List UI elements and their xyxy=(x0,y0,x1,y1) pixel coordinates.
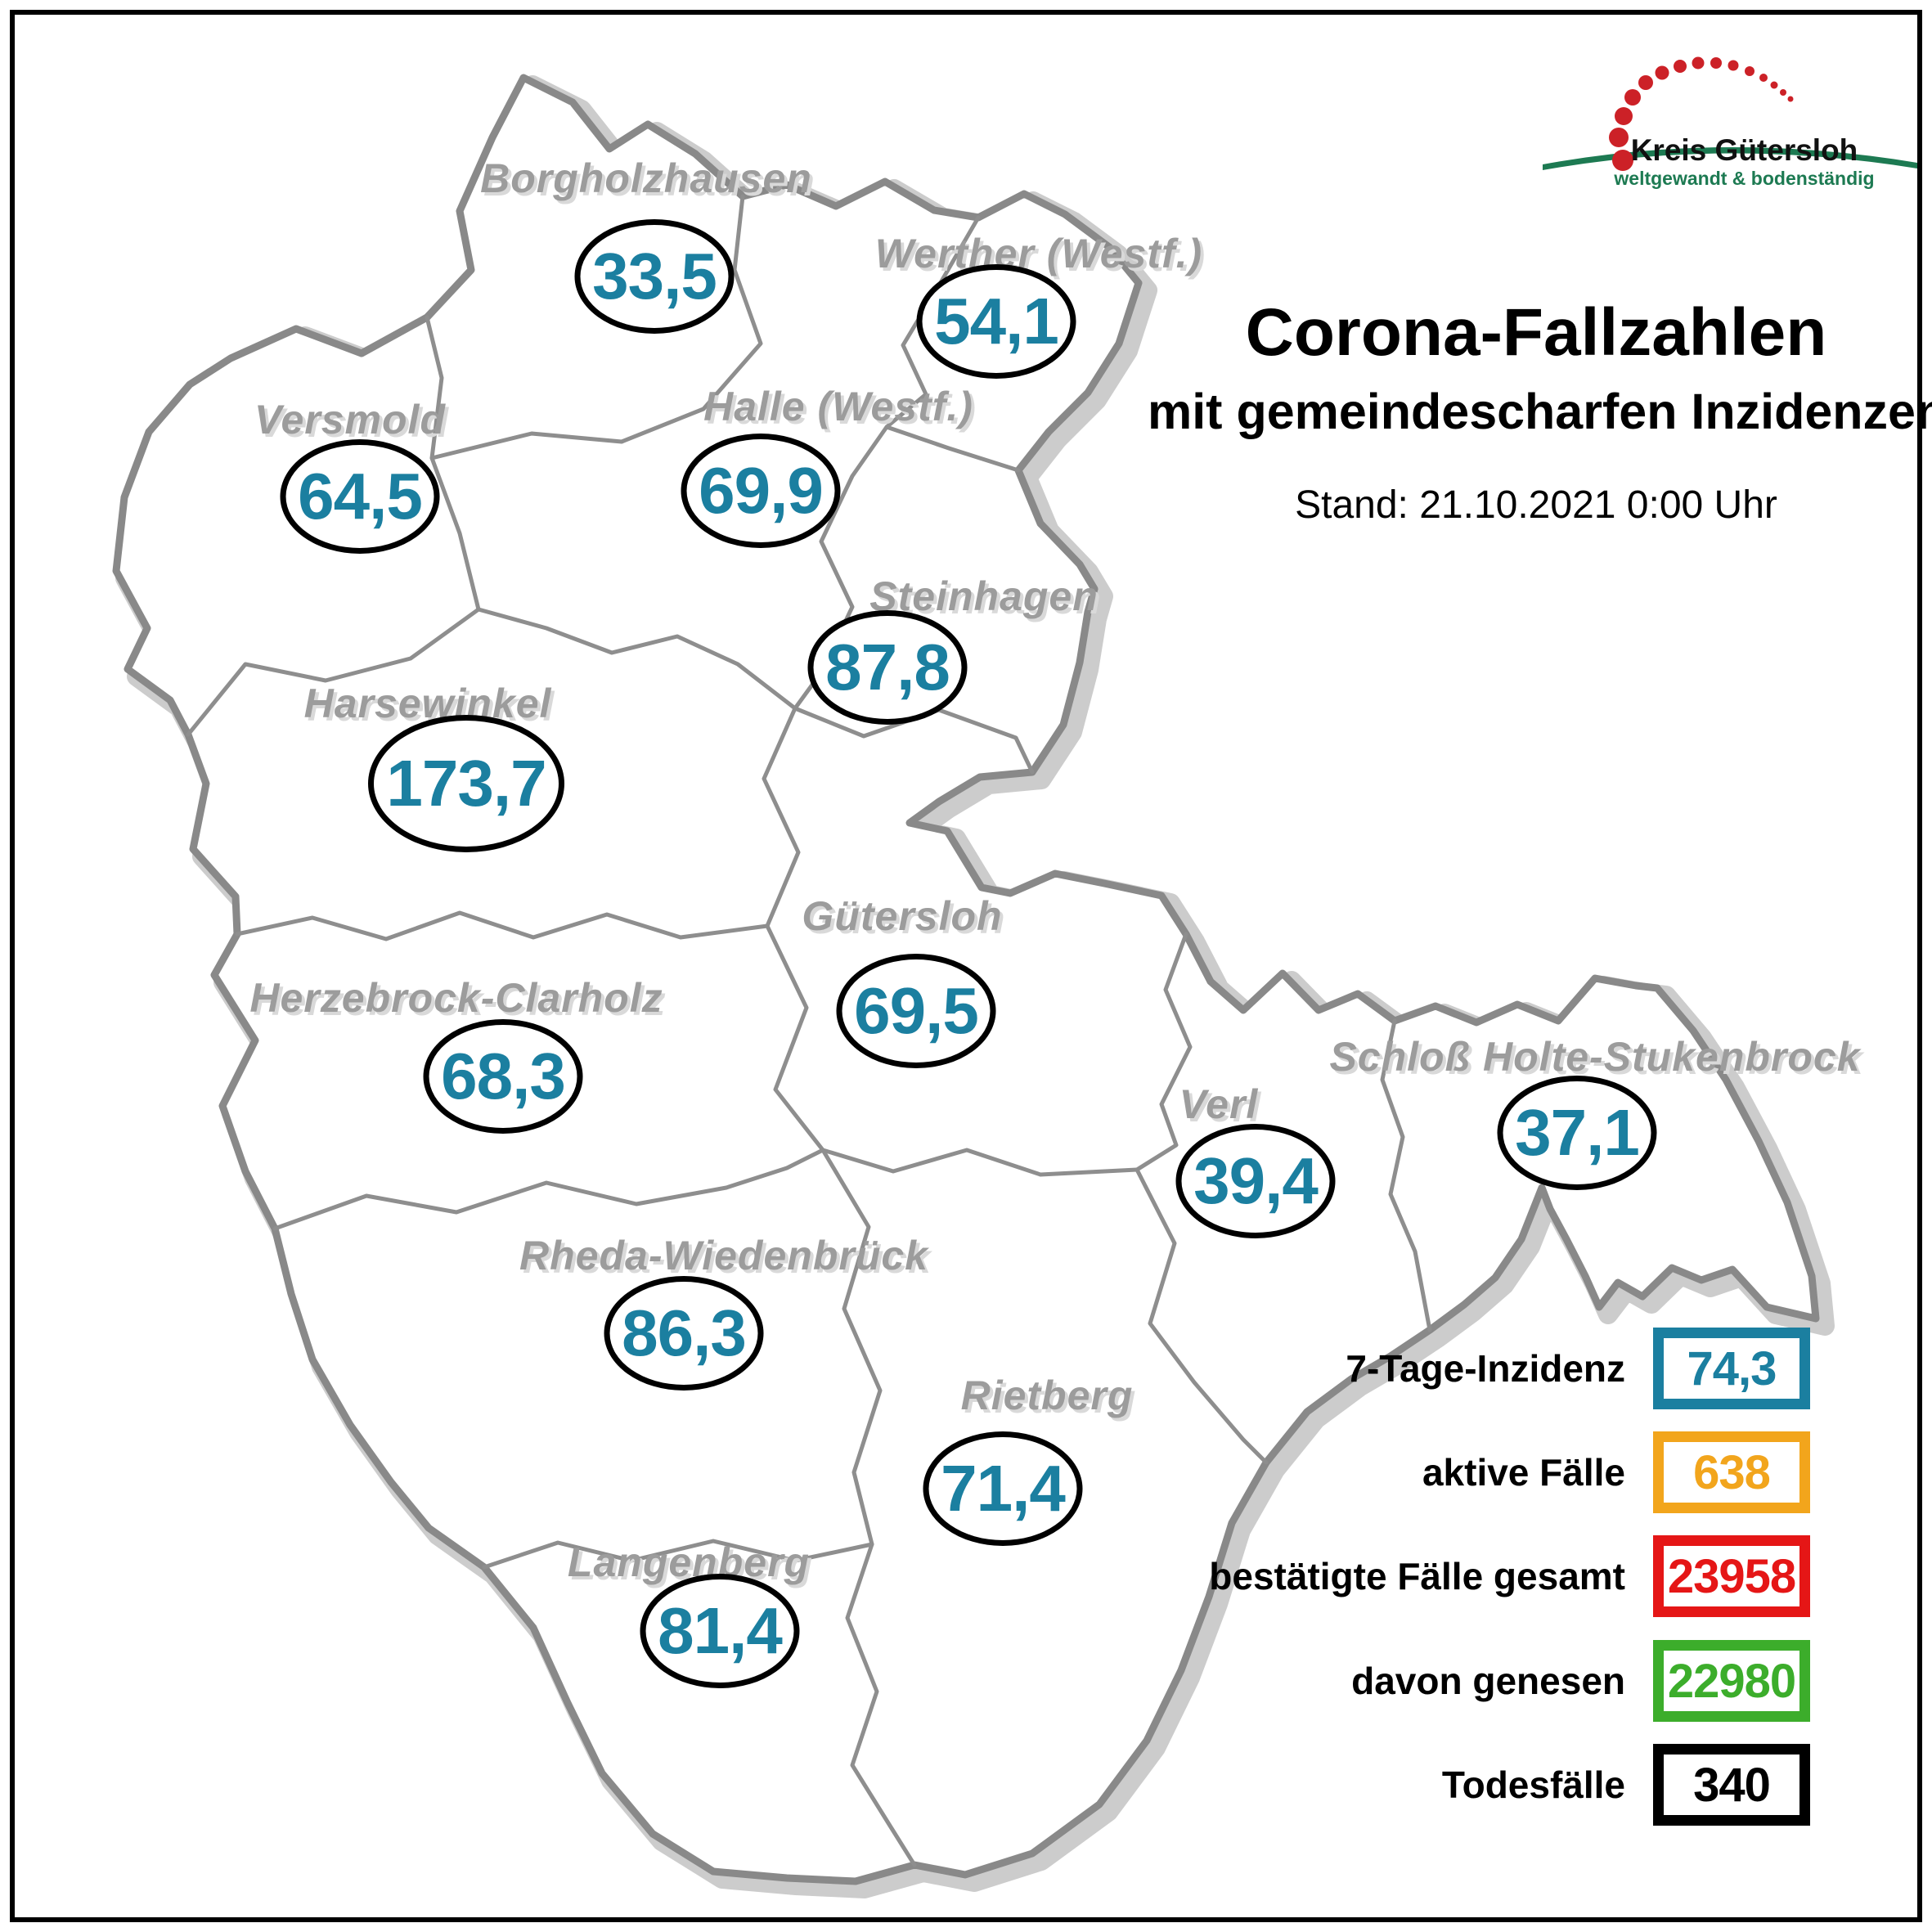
municipality-name: Herzebrock-Clarholz xyxy=(249,975,663,1021)
incidence-value: 71,4 xyxy=(941,1452,1066,1525)
municipality-name: Gütersloh xyxy=(802,893,1003,939)
incidence-value: 39,4 xyxy=(1193,1144,1319,1217)
municipality-name: Werther (Westf.) xyxy=(874,231,1203,276)
header-block: Corona-Fallzahlen mit gemeindescharfen I… xyxy=(1148,294,1932,528)
incidence-value: 37,1 xyxy=(1515,1096,1640,1169)
report-timestamp: Stand: 21.10.2021 0:00 Uhr xyxy=(1295,483,1777,527)
page-subtitle: mit gemeindescharfen Inzidenzen xyxy=(1148,384,1932,439)
legend-label: bestätigte Fälle gesamt xyxy=(1209,1555,1625,1597)
incidence-value: 69,9 xyxy=(699,454,824,527)
incidence-ellipse: 69,9 xyxy=(681,434,841,548)
legend-row: davon genesen 22980 xyxy=(1147,1640,1810,1722)
municipality-name: Harsewinkel xyxy=(303,681,552,726)
incidence-ellipse: 39,4 xyxy=(1175,1124,1336,1238)
incidence-value: 33,5 xyxy=(592,240,717,312)
incidence-ellipse: 69,5 xyxy=(836,954,996,1068)
incidence-value: 86,3 xyxy=(622,1296,747,1369)
page-title: Corona-Fallzahlen xyxy=(1245,295,1827,370)
municipality-name: Versmold xyxy=(254,397,447,443)
municipality-name: Rheda-Wiedenbrück xyxy=(519,1233,928,1278)
municipality-name: Verl xyxy=(1179,1081,1259,1127)
legend-value-box: 340 xyxy=(1653,1744,1810,1826)
incidence-ellipse: 64,5 xyxy=(280,439,440,554)
legend-value-box: 23958 xyxy=(1653,1535,1810,1617)
legend-row: 7-Tage-Inzidenz 74,3 xyxy=(1147,1328,1810,1409)
municipality-name: Rietberg xyxy=(960,1373,1134,1418)
legend-row: aktive Fälle 638 xyxy=(1147,1431,1810,1513)
incidence-value: 87,8 xyxy=(825,631,950,703)
municipal-boundaries xyxy=(186,194,1432,1867)
incidence-ellipse: 86,3 xyxy=(604,1276,764,1391)
legend-label: davon genesen xyxy=(1351,1660,1625,1702)
legend-label: Todesfälle xyxy=(1441,1764,1625,1806)
municipality-name: Halle (Westf.) xyxy=(703,384,973,429)
incidence-value: 54,1 xyxy=(934,285,1059,357)
logo-swoosh-icon xyxy=(1543,146,1917,170)
legend-row: bestätigte Fälle gesamt 23958 xyxy=(1147,1535,1810,1617)
incidence-ellipse: 54,1 xyxy=(916,264,1076,379)
legend-value: 340 xyxy=(1693,1758,1771,1812)
legend-value-box: 74,3 xyxy=(1653,1328,1810,1409)
incidence-value: 173,7 xyxy=(386,747,546,820)
municipality-name: Schloß Holte-Stukenbrock xyxy=(1329,1034,1861,1080)
incidence-ellipse: 173,7 xyxy=(368,715,564,852)
legend-value-box: 22980 xyxy=(1653,1640,1810,1722)
municipality-name: Borgholzhausen xyxy=(480,155,812,201)
kreis-guetersloh-logo-graphic xyxy=(1543,56,1917,171)
logo-name: Kreis Gütersloh xyxy=(1630,133,1858,167)
incidence-value: 69,5 xyxy=(854,974,979,1047)
incidence-ellipse: 87,8 xyxy=(807,610,968,725)
incidence-ellipse: 33,5 xyxy=(574,219,735,334)
incidence-value: 68,3 xyxy=(441,1040,566,1112)
legend-row: Todesfälle 340 xyxy=(1147,1744,1810,1826)
incidence-value: 81,4 xyxy=(658,1594,783,1667)
logo-dot-arc-icon xyxy=(1609,56,1794,171)
incidence-ellipse: 81,4 xyxy=(640,1574,800,1688)
incidence-ellipse: 71,4 xyxy=(923,1431,1083,1546)
legend-value: 22980 xyxy=(1667,1654,1796,1708)
legend-label: aktive Fälle xyxy=(1422,1451,1625,1494)
legend-value-box: 638 xyxy=(1653,1431,1810,1513)
incidence-ellipse: 68,3 xyxy=(423,1019,583,1134)
legend-value: 23958 xyxy=(1667,1549,1796,1603)
legend-value: 74,3 xyxy=(1687,1341,1777,1395)
incidence-ellipse: 37,1 xyxy=(1497,1076,1657,1190)
legend-label: 7-Tage-Inzidenz xyxy=(1346,1347,1625,1390)
logo-tagline: weltgewandt & bodenständig xyxy=(1614,168,1875,189)
incidence-value: 64,5 xyxy=(298,460,423,532)
legend-value: 638 xyxy=(1693,1445,1771,1499)
